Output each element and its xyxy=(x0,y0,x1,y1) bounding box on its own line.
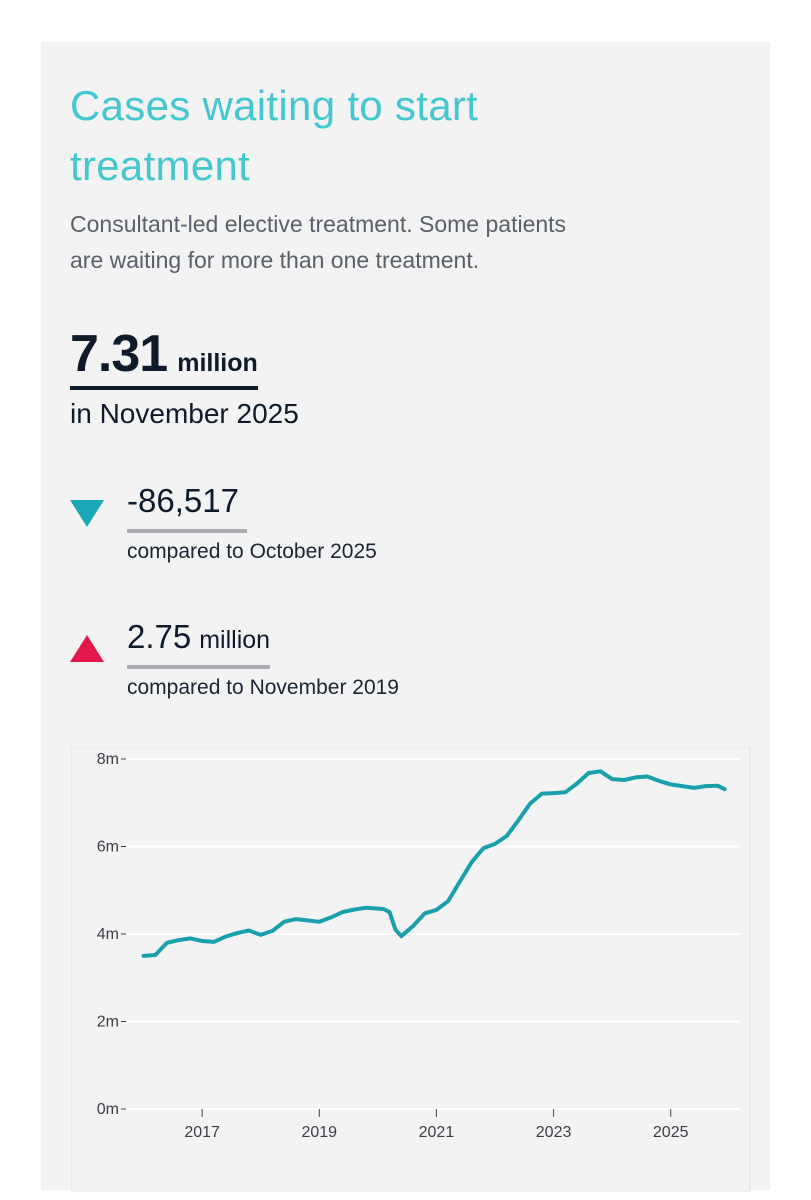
y-tick-label: 2m xyxy=(97,1014,119,1031)
y-tick-label: 8m xyxy=(97,751,119,768)
series-line xyxy=(141,769,727,958)
y-tick-label: 0m xyxy=(97,1101,119,1118)
waiting-list-line-chart: 0m 2m 4m 6m 8m 2017 2019 2021 2023 2025 xyxy=(71,747,751,1192)
x-tick-label: 2023 xyxy=(536,1124,572,1141)
comparison-label: compared to November 2019 xyxy=(127,676,399,699)
card-subtitle: Consultant-led elective treatment. Some … xyxy=(70,211,567,273)
x-tick-label: 2025 xyxy=(653,1124,689,1141)
x-tick-label: 2017 xyxy=(184,1124,220,1141)
chart-frame xyxy=(71,747,751,1192)
triangle-up-icon xyxy=(70,635,104,662)
y-tick-label: 6m xyxy=(97,839,119,856)
comparison-value[interactable]: 2.75 million xyxy=(127,618,271,669)
comparison-number: -86,517 xyxy=(127,482,239,519)
headline-unit: million xyxy=(177,349,258,377)
comparison-number: 2.75 xyxy=(127,618,192,655)
comparison-label: compared to October 2025 xyxy=(127,540,377,563)
x-tick-label: 2019 xyxy=(301,1124,337,1141)
triangle-down-icon xyxy=(70,500,104,527)
y-tick-label: 4m xyxy=(97,926,119,943)
comparison-value[interactable]: -86,517 xyxy=(127,482,247,533)
card-title: Cases waiting to start treatment xyxy=(70,82,479,189)
comparison-unit: million xyxy=(199,626,271,654)
headline-period: in November 2025 xyxy=(70,398,299,429)
x-tick-label: 2021 xyxy=(419,1124,455,1141)
metric-card: Cases waiting to start treatment Consult… xyxy=(41,42,770,1192)
headline-value[interactable]: 7.31 million xyxy=(70,326,258,390)
headline-number: 7.31 xyxy=(70,325,168,383)
